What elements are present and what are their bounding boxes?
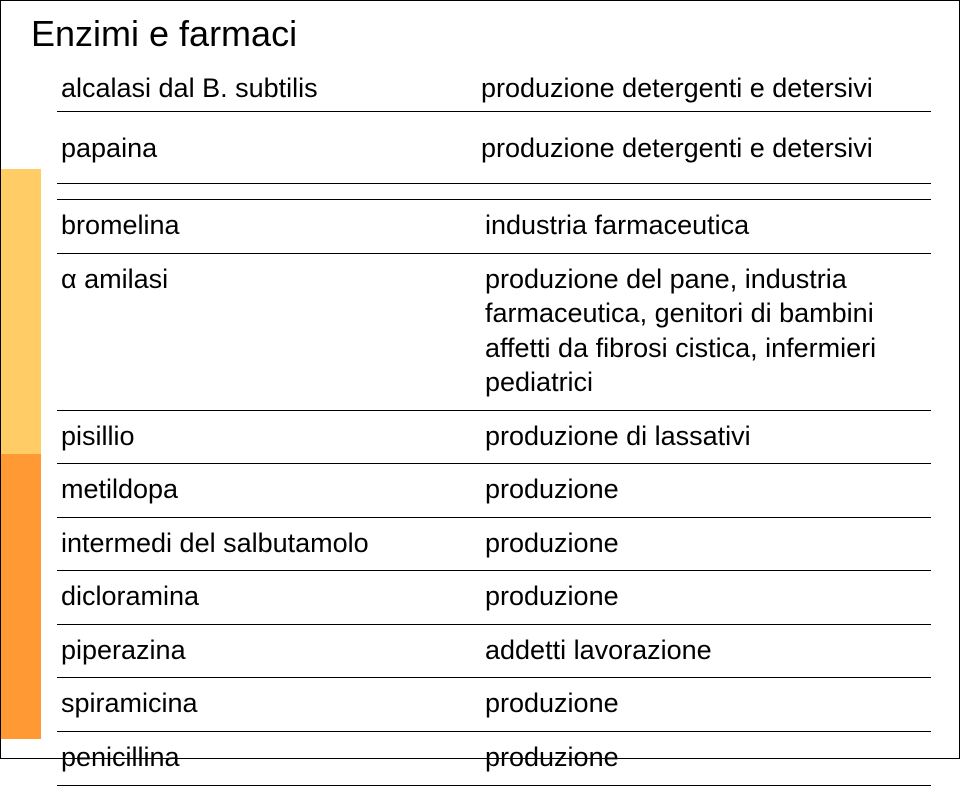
cell-right: addetti lavorazione (471, 624, 931, 678)
header-row: alcalasi dal B. subtilis produzione dete… (57, 65, 931, 112)
cell-left: dicloramina (57, 571, 471, 625)
cell-left: piperazina (57, 624, 471, 678)
cell-left: pisillio (57, 410, 471, 464)
table-row: dicloramina produzione (57, 571, 931, 625)
header-left: alcalasi dal B. subtilis (57, 65, 467, 111)
table-row: spiramicina produzione (57, 678, 931, 732)
cell-left: bromelina (57, 200, 471, 254)
cell-left: penicillina (57, 732, 471, 786)
cell-right: produzione del pane, industria farmaceut… (471, 253, 931, 410)
slide-title: Enzimi e farmaci (31, 13, 297, 55)
table-row: intermedi del salbutamolo produzione (57, 517, 931, 571)
data-table: bromelina industria farmaceutica α amila… (57, 199, 931, 786)
cell-right: produzione (471, 464, 931, 518)
cell-right: industria farmaceutica (471, 200, 931, 254)
cell-right: produzione di lassativi (471, 410, 931, 464)
table-row: metildopa produzione (57, 464, 931, 518)
table-row: bromelina industria farmaceutica (57, 200, 931, 254)
accent-bar (1, 169, 41, 739)
header-right: produzione detergenti e detersivi (467, 65, 873, 111)
cell-left: metildopa (57, 464, 471, 518)
accent-bar-top (1, 169, 41, 454)
table-row: pisillio produzione di lassativi (57, 410, 931, 464)
cell-left: intermedi del salbutamolo (57, 517, 471, 571)
cell-right: produzione (471, 571, 931, 625)
second-row-right: produzione detergenti e detersivi (467, 113, 873, 183)
cell-right: produzione (471, 678, 931, 732)
table-row: piperazina addetti lavorazione (57, 624, 931, 678)
cell-right: produzione (471, 517, 931, 571)
cell-left: spiramicina (57, 678, 471, 732)
second-row-left: papaina (57, 113, 467, 183)
table-row: α amilasi produzione del pane, industria… (57, 253, 931, 410)
slide-container: Enzimi e farmaci alcalasi dal B. subtili… (0, 0, 960, 759)
table-row: penicillina produzione (57, 732, 931, 786)
second-row: papaina produzione detergenti e detersiv… (57, 113, 931, 184)
accent-bar-bottom (1, 454, 41, 739)
cell-right: produzione (471, 732, 931, 786)
cell-left: α amilasi (57, 253, 471, 410)
